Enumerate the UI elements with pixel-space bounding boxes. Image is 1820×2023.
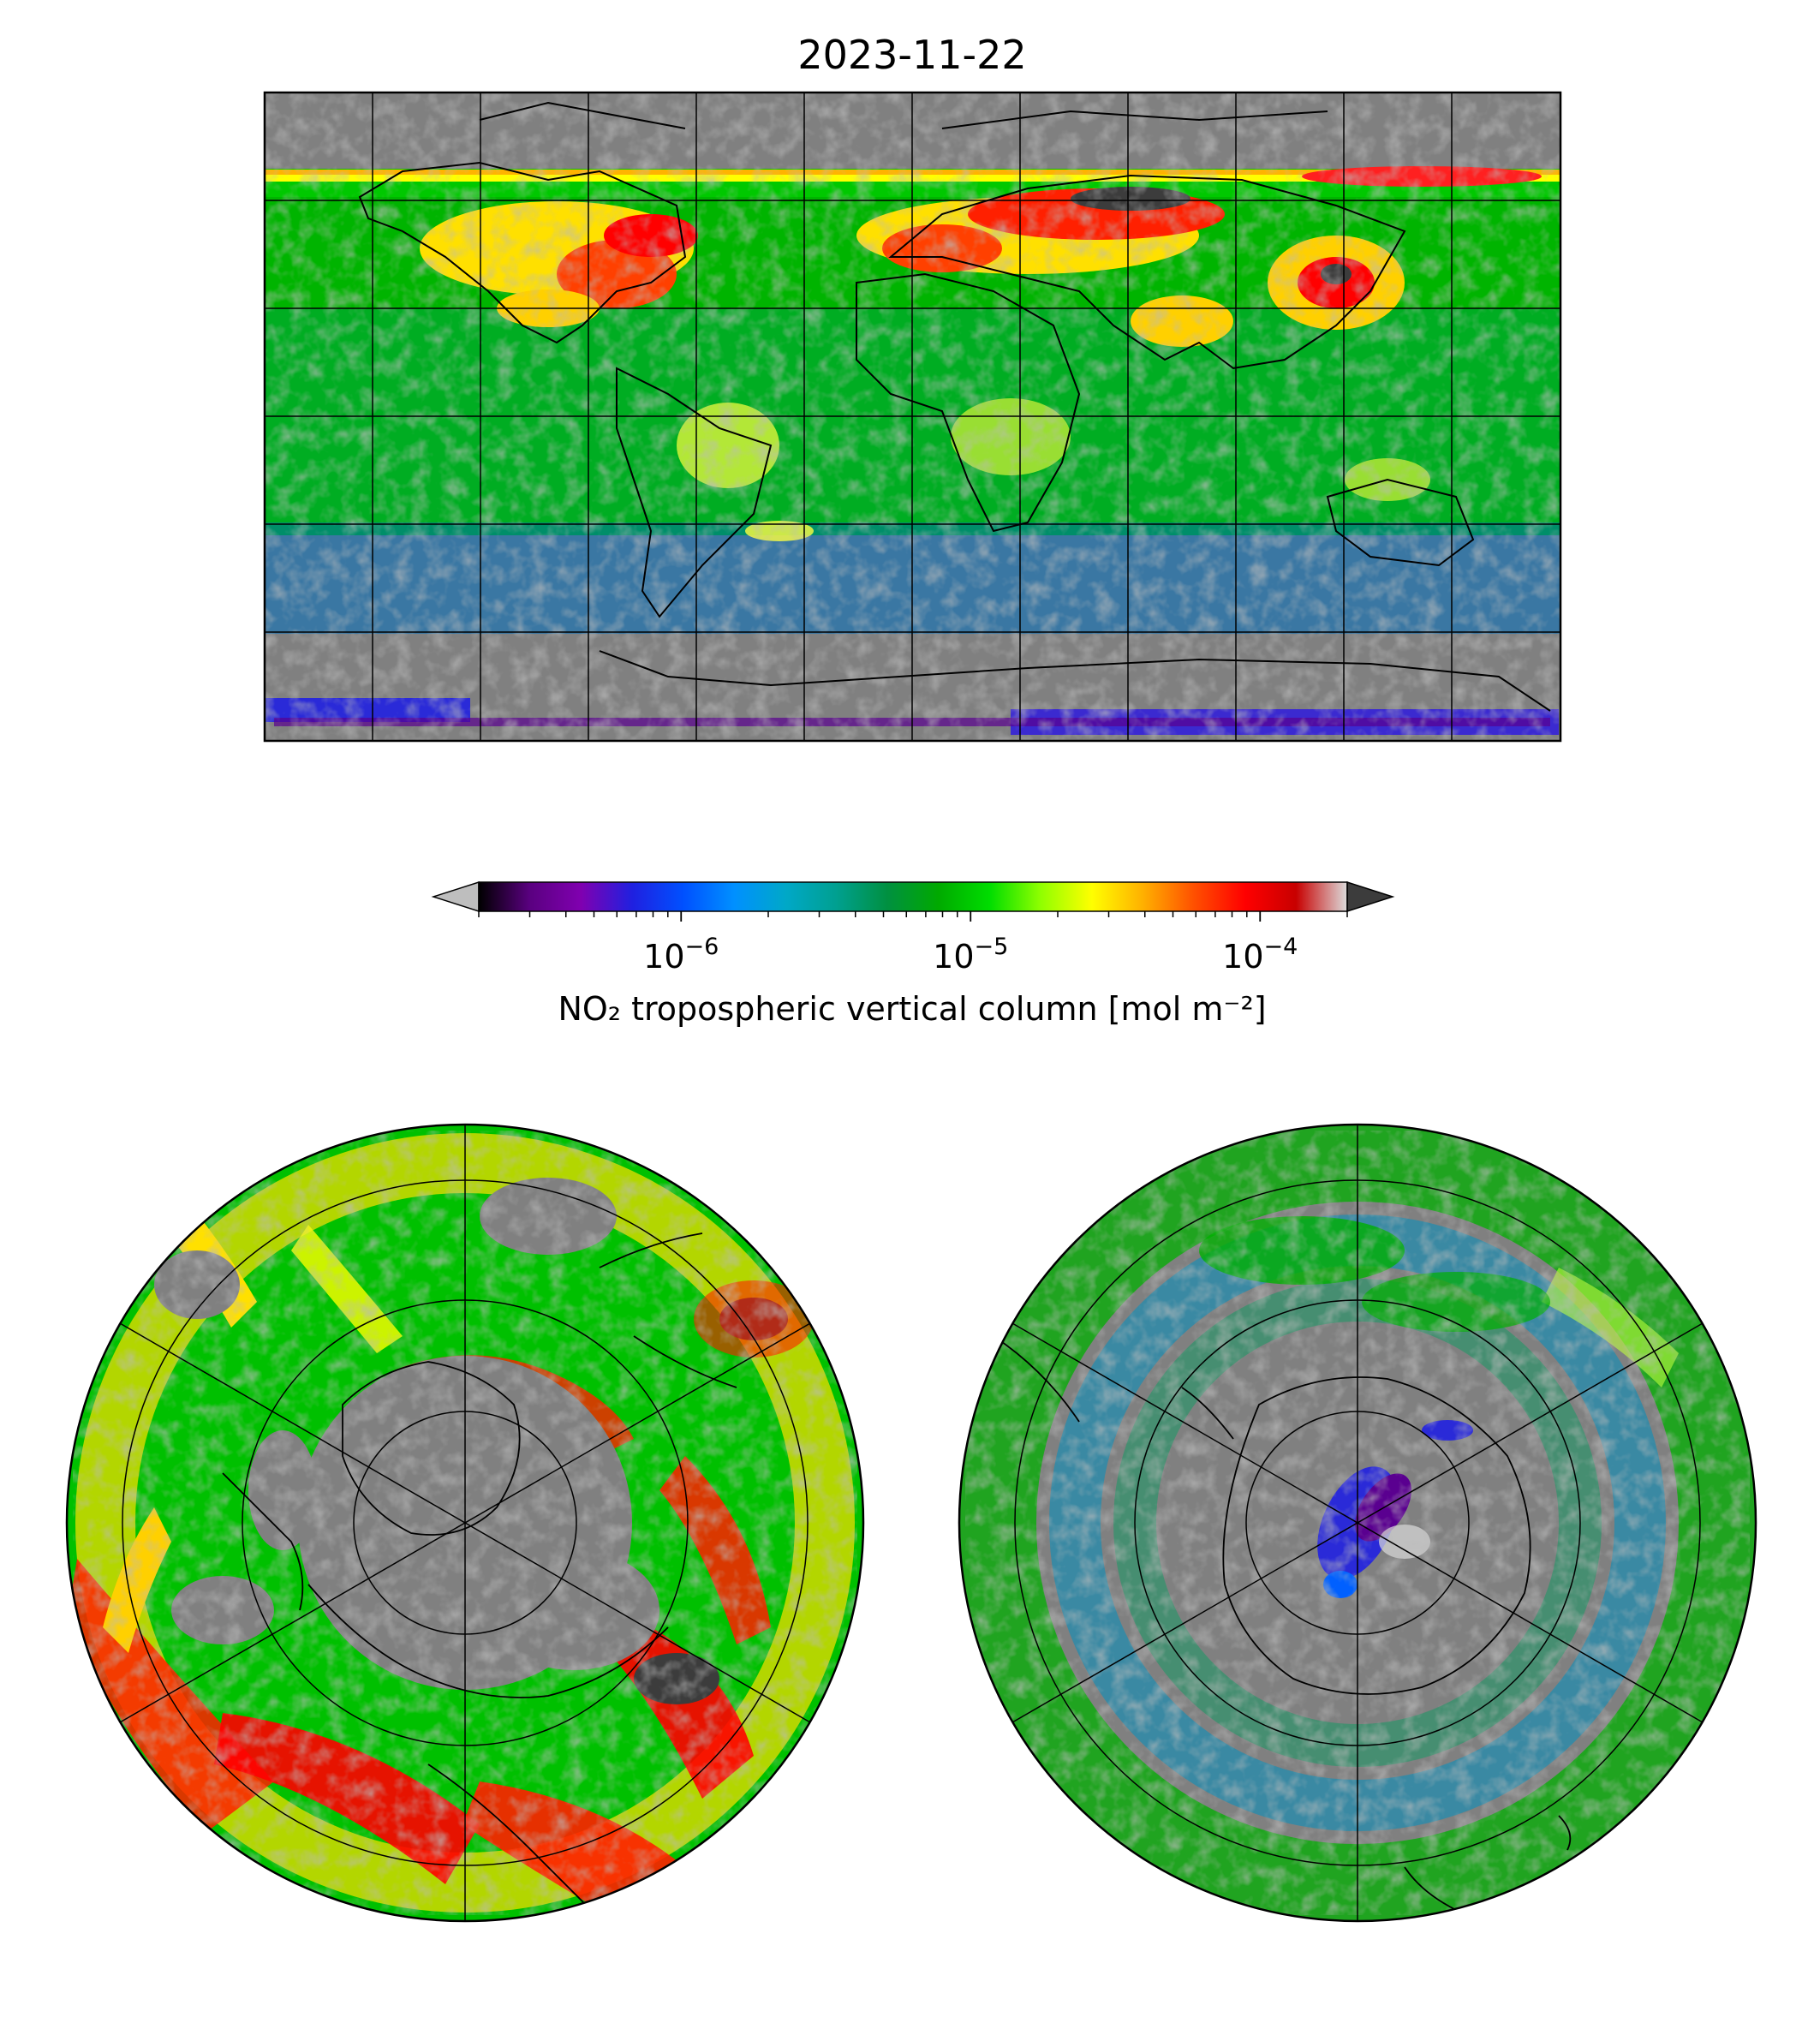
colorbar: 10−6 10−5 10−4 NO₂ tropospheric vertical c… [431,880,1395,1028]
global-map-frame [263,91,1562,743]
north-gridlines [119,1125,811,1921]
colorbar-tick-label: 10−4 [1222,934,1298,976]
colorbar-ticks: 10−6 10−5 10−4 [478,911,1348,976]
south-polar-map [959,1125,1756,1921]
north-coastlines [222,1232,737,1919]
north-polar-frame [65,1123,865,1923]
figure-title: 2023-11-22 [797,32,1026,78]
global-gridlines [265,92,1560,741]
north-polar-map [67,1125,863,1921]
colorbar-over-extension [1346,880,1395,913]
south-polar-frame [958,1123,1757,1923]
colorbar-tick-label: 10−5 [933,934,1008,976]
colorbar-label: NO₂ tropospheric vertical column [mol m⁻… [558,990,1266,1028]
south-coastlines [993,1335,1572,1911]
colorbar-tick-label: 10−6 [643,934,719,976]
south-gridlines [1011,1125,1704,1921]
global-map [265,92,1560,741]
colorbar-gradient [479,882,1347,911]
colorbar-under-extension [431,880,480,913]
global-coastlines [358,101,1551,712]
